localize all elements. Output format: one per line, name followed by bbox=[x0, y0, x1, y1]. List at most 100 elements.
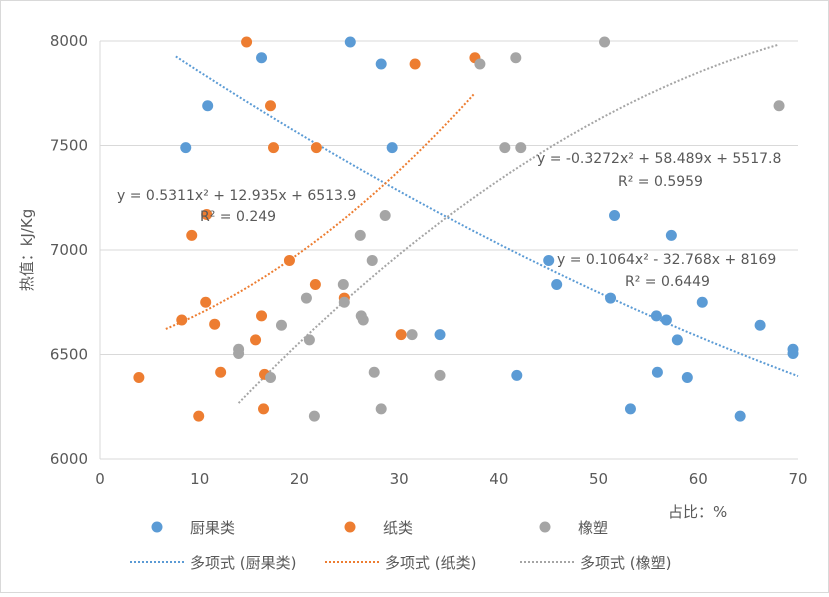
data-point bbox=[734, 410, 746, 422]
data-point bbox=[515, 142, 527, 154]
data-point bbox=[651, 366, 663, 378]
data-point bbox=[696, 296, 708, 308]
data-point bbox=[308, 410, 320, 422]
trend-equation-paper: y = 0.5311x² + 12.935x + 6513.9 bbox=[117, 188, 356, 204]
data-point bbox=[650, 310, 662, 322]
legend-marker-plastic bbox=[539, 521, 551, 533]
data-point bbox=[256, 52, 268, 64]
data-point bbox=[754, 319, 766, 331]
data-point bbox=[265, 100, 277, 112]
data-point bbox=[180, 142, 192, 154]
data-point bbox=[268, 142, 280, 154]
data-point bbox=[510, 52, 522, 64]
x-axis-label: 占比：% bbox=[668, 503, 727, 521]
x-tick-label: 0 bbox=[95, 470, 105, 488]
data-point bbox=[344, 36, 356, 48]
data-point bbox=[133, 371, 145, 383]
data-point bbox=[309, 278, 321, 290]
legend-trend-plastic: 多项式 (橡塑) bbox=[580, 554, 671, 572]
data-point bbox=[366, 254, 378, 266]
data-point bbox=[200, 296, 212, 308]
data-point bbox=[241, 36, 253, 48]
data-point bbox=[265, 371, 277, 383]
data-point bbox=[787, 347, 799, 359]
trend-equation-plastic: y = -0.3272x² + 58.489x + 5517.8 bbox=[537, 151, 781, 167]
x-tick-label: 70 bbox=[788, 470, 807, 488]
data-point bbox=[511, 369, 523, 381]
data-point bbox=[193, 410, 205, 422]
data-point bbox=[773, 100, 785, 112]
y-tick-label: 8000 bbox=[50, 32, 88, 50]
trendline bbox=[175, 55, 799, 378]
trend-r2-paper: R² = 0.249 bbox=[200, 209, 276, 225]
y-tick-label: 6000 bbox=[50, 450, 88, 468]
data-point bbox=[624, 403, 636, 415]
data-point bbox=[474, 58, 486, 70]
data-point bbox=[671, 334, 683, 346]
data-point bbox=[215, 366, 227, 378]
data-point bbox=[386, 142, 398, 154]
data-point bbox=[202, 100, 214, 112]
data-point bbox=[599, 36, 611, 48]
data-point bbox=[310, 142, 322, 154]
x-tick-label: 30 bbox=[390, 470, 409, 488]
data-point bbox=[660, 314, 672, 326]
legend-trend-kitchen: 多项式 (厨果类) bbox=[190, 554, 296, 572]
data-point bbox=[176, 314, 188, 326]
legend-label-plastic: 橡塑 bbox=[578, 519, 608, 537]
data-point bbox=[258, 403, 270, 415]
trend-r2-plastic: R² = 0.5959 bbox=[618, 174, 703, 190]
data-point bbox=[256, 310, 268, 322]
y-axis-label: 热值：kJ/Kg bbox=[18, 209, 36, 292]
data-point bbox=[375, 403, 387, 415]
x-tick-label: 10 bbox=[190, 470, 209, 488]
trend-equation-kitchen: y = 0.1064x² - 32.768x + 8169 bbox=[557, 252, 776, 268]
data-point bbox=[681, 371, 693, 383]
data-point bbox=[275, 319, 287, 331]
data-point bbox=[233, 347, 245, 359]
legend: 厨果类 纸类 橡塑 多项式 (厨果类) 多项式 (纸类) 多项式 (橡塑) bbox=[130, 519, 671, 572]
data-point bbox=[368, 366, 380, 378]
data-point bbox=[338, 296, 350, 308]
data-point bbox=[609, 210, 621, 222]
trend-r2-kitchen: R² = 0.6449 bbox=[625, 274, 710, 290]
data-point bbox=[434, 329, 446, 341]
data-point bbox=[300, 292, 312, 304]
data-point bbox=[337, 278, 349, 290]
data-point bbox=[375, 58, 387, 70]
x-tick-label: 20 bbox=[290, 470, 309, 488]
data-point bbox=[283, 254, 295, 266]
legend-marker-kitchen bbox=[151, 521, 163, 533]
data-point bbox=[209, 318, 221, 330]
y-tick-label: 7500 bbox=[50, 137, 88, 155]
trendline bbox=[165, 92, 476, 330]
data-point bbox=[186, 229, 198, 241]
y-tick-label: 6500 bbox=[50, 346, 88, 364]
data-point bbox=[395, 329, 407, 341]
data-point bbox=[201, 208, 213, 220]
data-point bbox=[379, 210, 391, 222]
legend-trend-paper: 多项式 (纸类) bbox=[385, 554, 476, 572]
data-point bbox=[409, 58, 421, 70]
legend-marker-paper bbox=[344, 521, 356, 533]
data-point bbox=[250, 334, 262, 346]
x-tick-label: 50 bbox=[589, 470, 608, 488]
data-point bbox=[406, 329, 418, 341]
data-point bbox=[303, 334, 315, 346]
data-point bbox=[434, 369, 446, 381]
trendline bbox=[237, 43, 780, 404]
data-point bbox=[543, 254, 555, 266]
legend-label-paper: 纸类 bbox=[383, 519, 413, 537]
data-point bbox=[357, 314, 369, 326]
legend-label-kitchen: 厨果类 bbox=[190, 519, 235, 537]
x-tick-label: 60 bbox=[689, 470, 708, 488]
data-point bbox=[551, 278, 563, 290]
y-tick-label: 7000 bbox=[50, 241, 88, 259]
data-point bbox=[665, 229, 677, 241]
data-point bbox=[605, 292, 617, 304]
data-point bbox=[354, 229, 366, 241]
x-tick-label: 40 bbox=[489, 470, 508, 488]
data-point bbox=[499, 142, 511, 154]
